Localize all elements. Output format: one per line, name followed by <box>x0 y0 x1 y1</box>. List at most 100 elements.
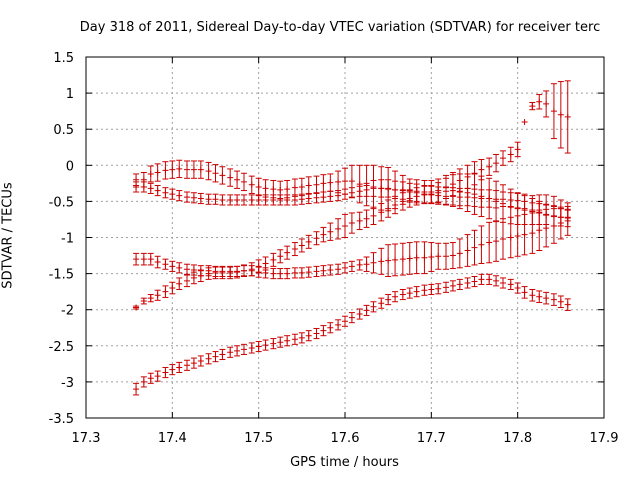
data-point <box>284 249 291 256</box>
data-point <box>356 311 363 318</box>
data-point <box>197 195 204 202</box>
data-point <box>342 318 348 325</box>
data-point <box>162 167 169 174</box>
data-point <box>291 246 298 253</box>
data-point <box>212 353 219 360</box>
series-5 <box>133 273 571 396</box>
data-point <box>270 270 277 277</box>
data-point <box>154 169 161 176</box>
x-tick-label: 17.6 <box>331 431 360 446</box>
data-point <box>499 279 506 286</box>
data-point <box>529 208 536 215</box>
data-point <box>521 289 528 296</box>
data-point <box>176 192 183 199</box>
data-point <box>564 215 571 222</box>
data-point <box>262 260 269 267</box>
data-point <box>140 378 147 385</box>
data-point <box>190 360 197 367</box>
data-point <box>550 296 557 303</box>
data-point <box>363 186 370 193</box>
data-point <box>305 332 312 339</box>
data-point <box>248 266 255 273</box>
data-point <box>456 188 463 195</box>
data-point <box>486 195 493 202</box>
data-point <box>291 269 298 276</box>
data-point <box>529 230 536 237</box>
data-point <box>413 193 420 200</box>
data-point <box>493 238 500 245</box>
data-point <box>486 276 493 283</box>
data-point <box>348 178 355 185</box>
data-point <box>514 146 521 153</box>
data-point <box>197 272 204 279</box>
data-point <box>313 268 320 275</box>
data-point <box>536 209 543 216</box>
y-tick-label: -3 <box>61 376 74 391</box>
data-point <box>169 366 176 373</box>
data-point <box>298 334 305 341</box>
data-point <box>471 244 478 251</box>
x-tick-label: 17.7 <box>417 431 446 446</box>
data-point <box>378 185 385 192</box>
data-point <box>240 178 247 185</box>
data-point <box>248 181 255 188</box>
data-point <box>219 172 226 179</box>
data-point <box>493 160 500 167</box>
data-point <box>399 198 406 205</box>
data-point <box>240 267 247 274</box>
data-point <box>392 202 399 209</box>
data-point <box>421 191 428 198</box>
data-point <box>284 337 291 344</box>
chart-title: Day 318 of 2011, Sidereal Day-to-day VTE… <box>79 20 601 35</box>
data-point <box>169 166 176 173</box>
data-point <box>356 261 363 268</box>
data-point <box>348 263 355 270</box>
data-point <box>493 198 500 205</box>
data-point <box>435 285 442 292</box>
data-point <box>521 118 528 125</box>
data-point <box>514 205 521 212</box>
data-point <box>356 188 363 195</box>
data-point <box>392 186 399 193</box>
data-point <box>305 269 312 276</box>
data-point <box>162 369 169 376</box>
data-point <box>543 100 550 107</box>
y-tick-label: 0.5 <box>53 123 74 138</box>
data-point <box>234 196 241 203</box>
data-point <box>133 304 140 311</box>
data-point <box>176 264 183 271</box>
data-point <box>348 314 355 321</box>
data-point <box>536 293 543 300</box>
data-point <box>327 179 334 186</box>
data-point <box>176 364 183 371</box>
data-point <box>335 192 342 199</box>
data-point <box>507 151 514 158</box>
data-point <box>147 170 154 177</box>
data-point <box>248 344 255 351</box>
data-point <box>478 193 485 200</box>
data-point <box>262 269 269 276</box>
data-point <box>234 176 241 183</box>
data-point <box>342 222 348 229</box>
data-point <box>277 196 284 203</box>
data-point <box>133 386 140 393</box>
data-point <box>342 178 348 185</box>
data-point <box>378 300 385 307</box>
data-point <box>320 231 327 238</box>
data-point <box>219 196 226 203</box>
data-point <box>327 266 334 273</box>
data-point <box>277 270 284 277</box>
data-point <box>162 288 169 295</box>
data-point <box>140 298 147 305</box>
data-point <box>406 195 413 202</box>
data-point <box>205 196 212 203</box>
data-point <box>536 227 543 234</box>
data-point <box>536 98 543 105</box>
data-point <box>327 324 334 331</box>
data-point <box>305 238 312 245</box>
data-point <box>499 200 506 207</box>
y-tick-label: -0.5 <box>49 195 74 210</box>
data-point <box>348 189 355 196</box>
data-point <box>234 269 241 276</box>
